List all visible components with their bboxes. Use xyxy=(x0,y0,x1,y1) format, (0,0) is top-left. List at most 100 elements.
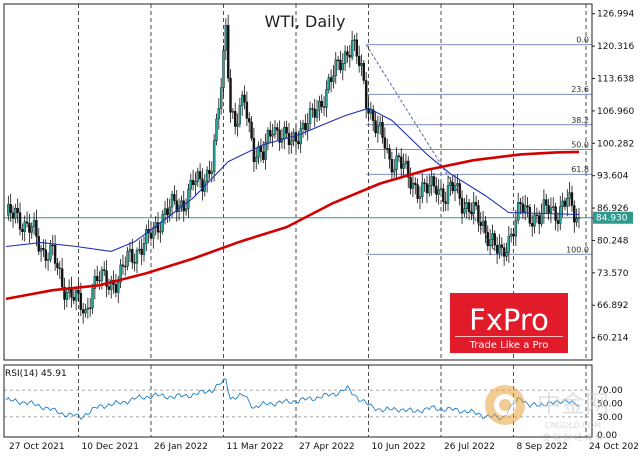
candle-body-down xyxy=(304,123,307,131)
candle-body-down xyxy=(535,214,539,216)
x-tick-label: 11 Mar 2022 xyxy=(227,442,284,452)
candle-body-up xyxy=(128,249,132,252)
candle-body-down xyxy=(166,208,169,216)
candle-body-up xyxy=(552,206,555,208)
rsi-y-tick-label: 30.00 xyxy=(597,413,623,423)
candle-body-down xyxy=(63,286,66,300)
candle-body-down xyxy=(313,108,316,118)
candle-body-up xyxy=(138,248,141,251)
candle-body-up xyxy=(453,185,457,192)
candle-body-up xyxy=(93,276,97,289)
candle-body-up xyxy=(117,281,120,293)
candle-body-down xyxy=(416,184,419,199)
candle-body-up xyxy=(222,50,225,88)
candle-body-up xyxy=(290,140,293,146)
x-tick-label: 26 Jan 2022 xyxy=(154,442,208,452)
candle-body-down xyxy=(381,122,384,138)
candle-body-down xyxy=(336,59,340,61)
candle-body-down xyxy=(25,221,29,224)
rsi-y-tick-label: 0.00 xyxy=(597,431,617,441)
candle-body-down xyxy=(131,249,134,263)
candle-body-up xyxy=(86,307,90,310)
candle-body-up xyxy=(421,182,424,198)
candle-body-down xyxy=(493,233,496,246)
candle-body-down xyxy=(149,232,153,239)
candle-body-down xyxy=(103,269,106,271)
candle-body-down xyxy=(538,215,541,225)
candle-body-up xyxy=(491,233,494,241)
candle-body-down xyxy=(16,208,19,213)
ma-fast-line xyxy=(5,107,580,252)
candle-body-up xyxy=(257,145,260,158)
x-tick-label: 10 Dec 2021 xyxy=(82,442,140,452)
candle-body-down xyxy=(458,183,461,199)
candle-body-down xyxy=(96,276,99,281)
candle-body-down xyxy=(262,151,265,160)
candle-body-down xyxy=(201,178,204,192)
candle-body-down xyxy=(519,202,522,204)
candle-body-down xyxy=(451,182,454,192)
rsi-line xyxy=(5,378,580,421)
candle-body-down xyxy=(233,111,237,127)
candle-body-up xyxy=(376,125,380,134)
candle-body-down xyxy=(414,182,417,185)
candle-body-down xyxy=(56,263,59,269)
candle-body-down xyxy=(531,223,534,227)
x-tick-label: 27 Oct 2021 xyxy=(9,442,65,452)
candle-body-down xyxy=(79,292,83,310)
candle-body-up xyxy=(196,171,199,182)
candle-body-down xyxy=(355,39,359,57)
candle-body-up xyxy=(430,176,433,186)
candle-body-down xyxy=(35,219,38,237)
x-tick-label: 10 Jun 2022 xyxy=(372,442,426,452)
candle-body-down xyxy=(245,101,249,119)
candle-body-up xyxy=(161,214,164,232)
candle-body-down xyxy=(556,220,560,224)
candle-body-up xyxy=(465,202,468,209)
candle-body-down xyxy=(124,265,127,268)
candle-body-down xyxy=(545,199,548,206)
watermark-sub2: 金 融 财 经 媒 体 xyxy=(543,432,604,442)
axis-layer: 27 Oct 2021 10 Dec 2021 26 Jan 2022 11 Mar … xyxy=(3,3,639,452)
candle-body-down xyxy=(500,244,504,248)
candle-body-down xyxy=(114,284,118,293)
candle-body-up xyxy=(306,123,309,131)
candle-body-down xyxy=(28,223,31,233)
rsi-y-tick-label: 70.00 xyxy=(597,386,623,396)
candle-body-down xyxy=(11,212,15,219)
candle-body-down xyxy=(208,169,211,174)
candle-body-up xyxy=(98,280,101,282)
candle-body-down xyxy=(348,55,351,58)
candle-body-down xyxy=(484,220,487,233)
candle-body-down xyxy=(276,127,279,131)
candle-body-down xyxy=(383,137,387,149)
candle-body-up xyxy=(231,111,235,113)
candle-body-down xyxy=(526,205,529,208)
rsi-layer: 70.00 50.00 30.00 0.00 xyxy=(4,378,623,441)
candle-body-down xyxy=(133,262,136,264)
candle-body-up xyxy=(84,309,87,314)
candle-body-up xyxy=(463,208,466,214)
candle-body-down xyxy=(339,59,342,71)
candle-body-down xyxy=(105,270,108,287)
candle-body-down xyxy=(388,148,391,160)
candle-body-up xyxy=(49,244,52,260)
candle-body-up xyxy=(46,259,50,261)
candle-body-up xyxy=(184,208,188,212)
y-tick-label: 126.994 xyxy=(597,10,634,20)
candle-body-down xyxy=(547,205,550,214)
candle-body-down xyxy=(58,267,61,269)
candle-body-up xyxy=(271,134,274,137)
candle-body-up xyxy=(126,251,129,267)
candle-body-up xyxy=(318,100,321,111)
candle-body-up xyxy=(360,63,363,66)
candle-body-down xyxy=(250,121,253,139)
x-tick-label: 27 Apr 2022 xyxy=(299,442,355,452)
candle-body-down xyxy=(72,297,76,301)
fxpro-logo: FxPro Trade Like a Pro xyxy=(450,293,568,353)
candle-body-up xyxy=(65,292,69,300)
fibonacci-level-label: 0.0 xyxy=(576,36,589,45)
candle-body-up xyxy=(509,233,513,237)
candle-body-up xyxy=(575,218,578,223)
candle-body-up xyxy=(145,228,148,244)
